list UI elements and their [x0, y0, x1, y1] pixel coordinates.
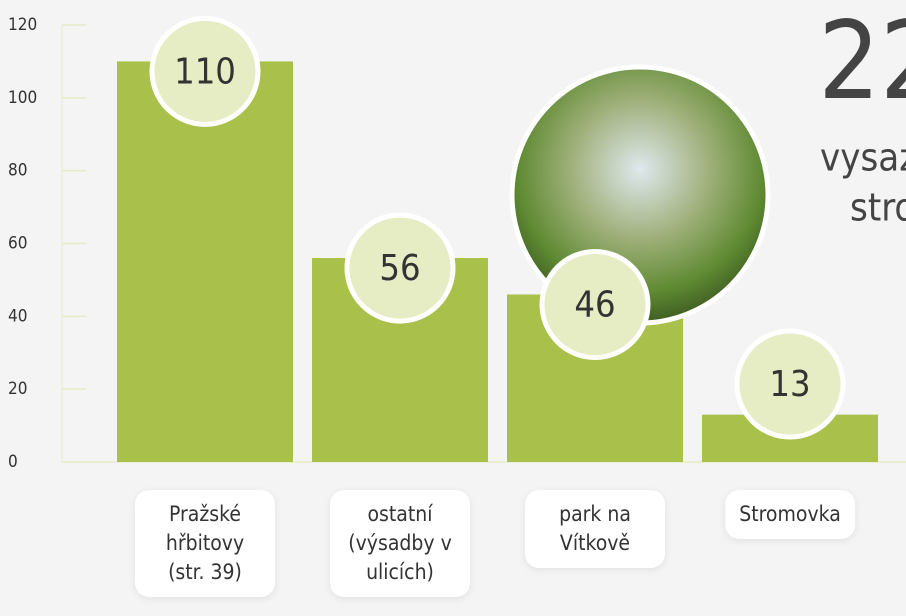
- annotation: stro: [850, 186, 906, 230]
- value-label: 110: [174, 51, 236, 92]
- category-label: ostatní (výsadby v ulicích): [330, 490, 470, 597]
- value-label: 13: [769, 364, 810, 405]
- value-label: 46: [574, 284, 615, 325]
- y-tick-label: 80: [8, 161, 27, 181]
- y-tick-label: 20: [8, 379, 27, 399]
- category-label: park na Vítkově: [525, 490, 665, 568]
- value-label: 56: [379, 248, 420, 289]
- big-number: 22: [818, 0, 906, 124]
- chart: 020406080100120 22 vysaz stro 110564613 …: [0, 0, 906, 616]
- y-tick-label: 40: [8, 306, 27, 326]
- y-tick-label: 100: [8, 88, 37, 108]
- y-tick-label: 120: [8, 15, 37, 35]
- category-label: Pražské hřbitovy (str. 39): [135, 490, 275, 597]
- y-tick-label: 0: [8, 452, 18, 472]
- category-label: Stromovka: [725, 490, 855, 539]
- annotation: vysaz: [820, 136, 906, 180]
- y-tick-label: 60: [8, 234, 27, 254]
